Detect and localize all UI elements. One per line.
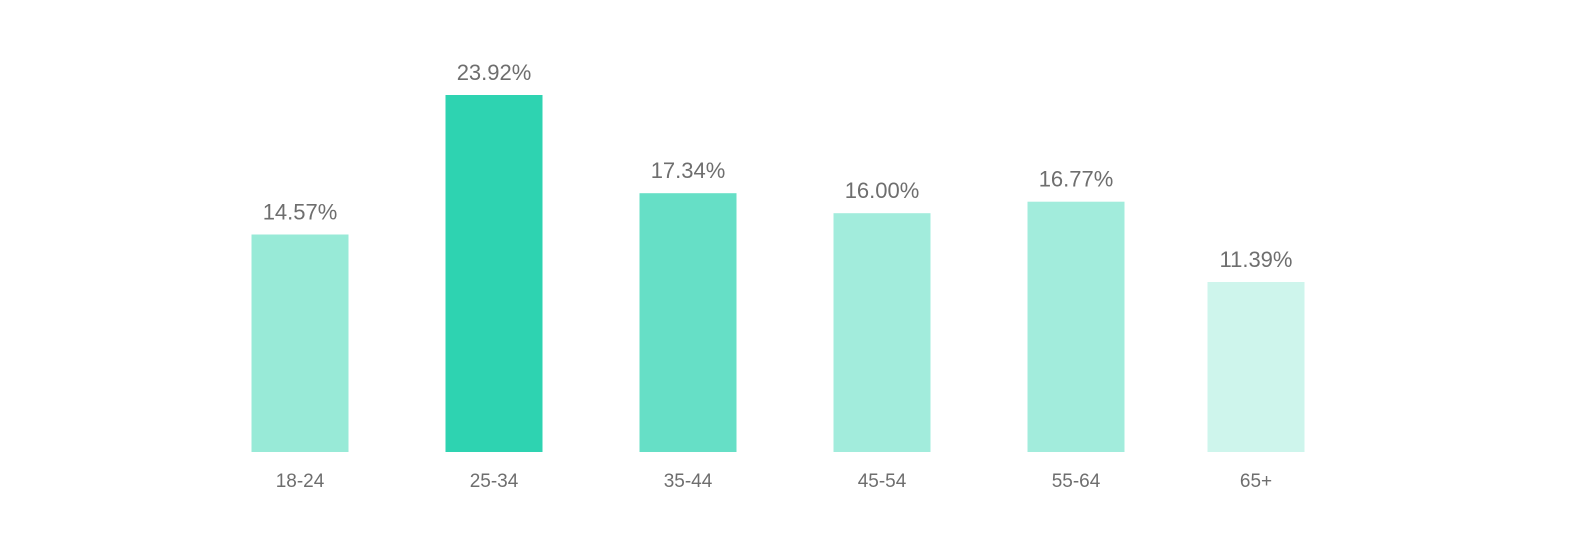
bar-65+ — [1207, 282, 1305, 452]
value-label-65+: 11.39% — [1220, 247, 1293, 272]
bar-18-24 — [251, 234, 349, 452]
value-label-25-34: 23.92% — [457, 60, 532, 85]
value-label-35-44: 17.34% — [651, 158, 726, 183]
x-tick-label-45-54: 45-54 — [858, 471, 907, 492]
x-tick-label-25-34: 25-34 — [470, 471, 519, 492]
value-label-45-54: 16.00% — [845, 178, 920, 203]
bars-group — [251, 95, 1305, 452]
bar-55-64 — [1027, 201, 1125, 452]
value-label-55-64: 16.77% — [1039, 167, 1114, 192]
x-tick-label-55-64: 55-64 — [1052, 471, 1101, 492]
x-tick-label-35-44: 35-44 — [664, 471, 713, 492]
x-tick-label-18-24: 18-24 — [276, 471, 325, 492]
bar-25-34 — [445, 95, 543, 452]
bar-45-54 — [833, 213, 931, 452]
x-tick-label-65+: 65+ — [1240, 471, 1272, 492]
value-label-18-24: 14.57% — [263, 200, 338, 225]
value-labels-group: 14.57% 23.92% 17.34% 16.00% 16.77% 11.39% — [263, 60, 1293, 272]
x-tick-labels-group: 18-24 25-34 35-44 45-54 55-64 65+ — [276, 471, 1272, 492]
bar-35-44 — [639, 193, 737, 452]
